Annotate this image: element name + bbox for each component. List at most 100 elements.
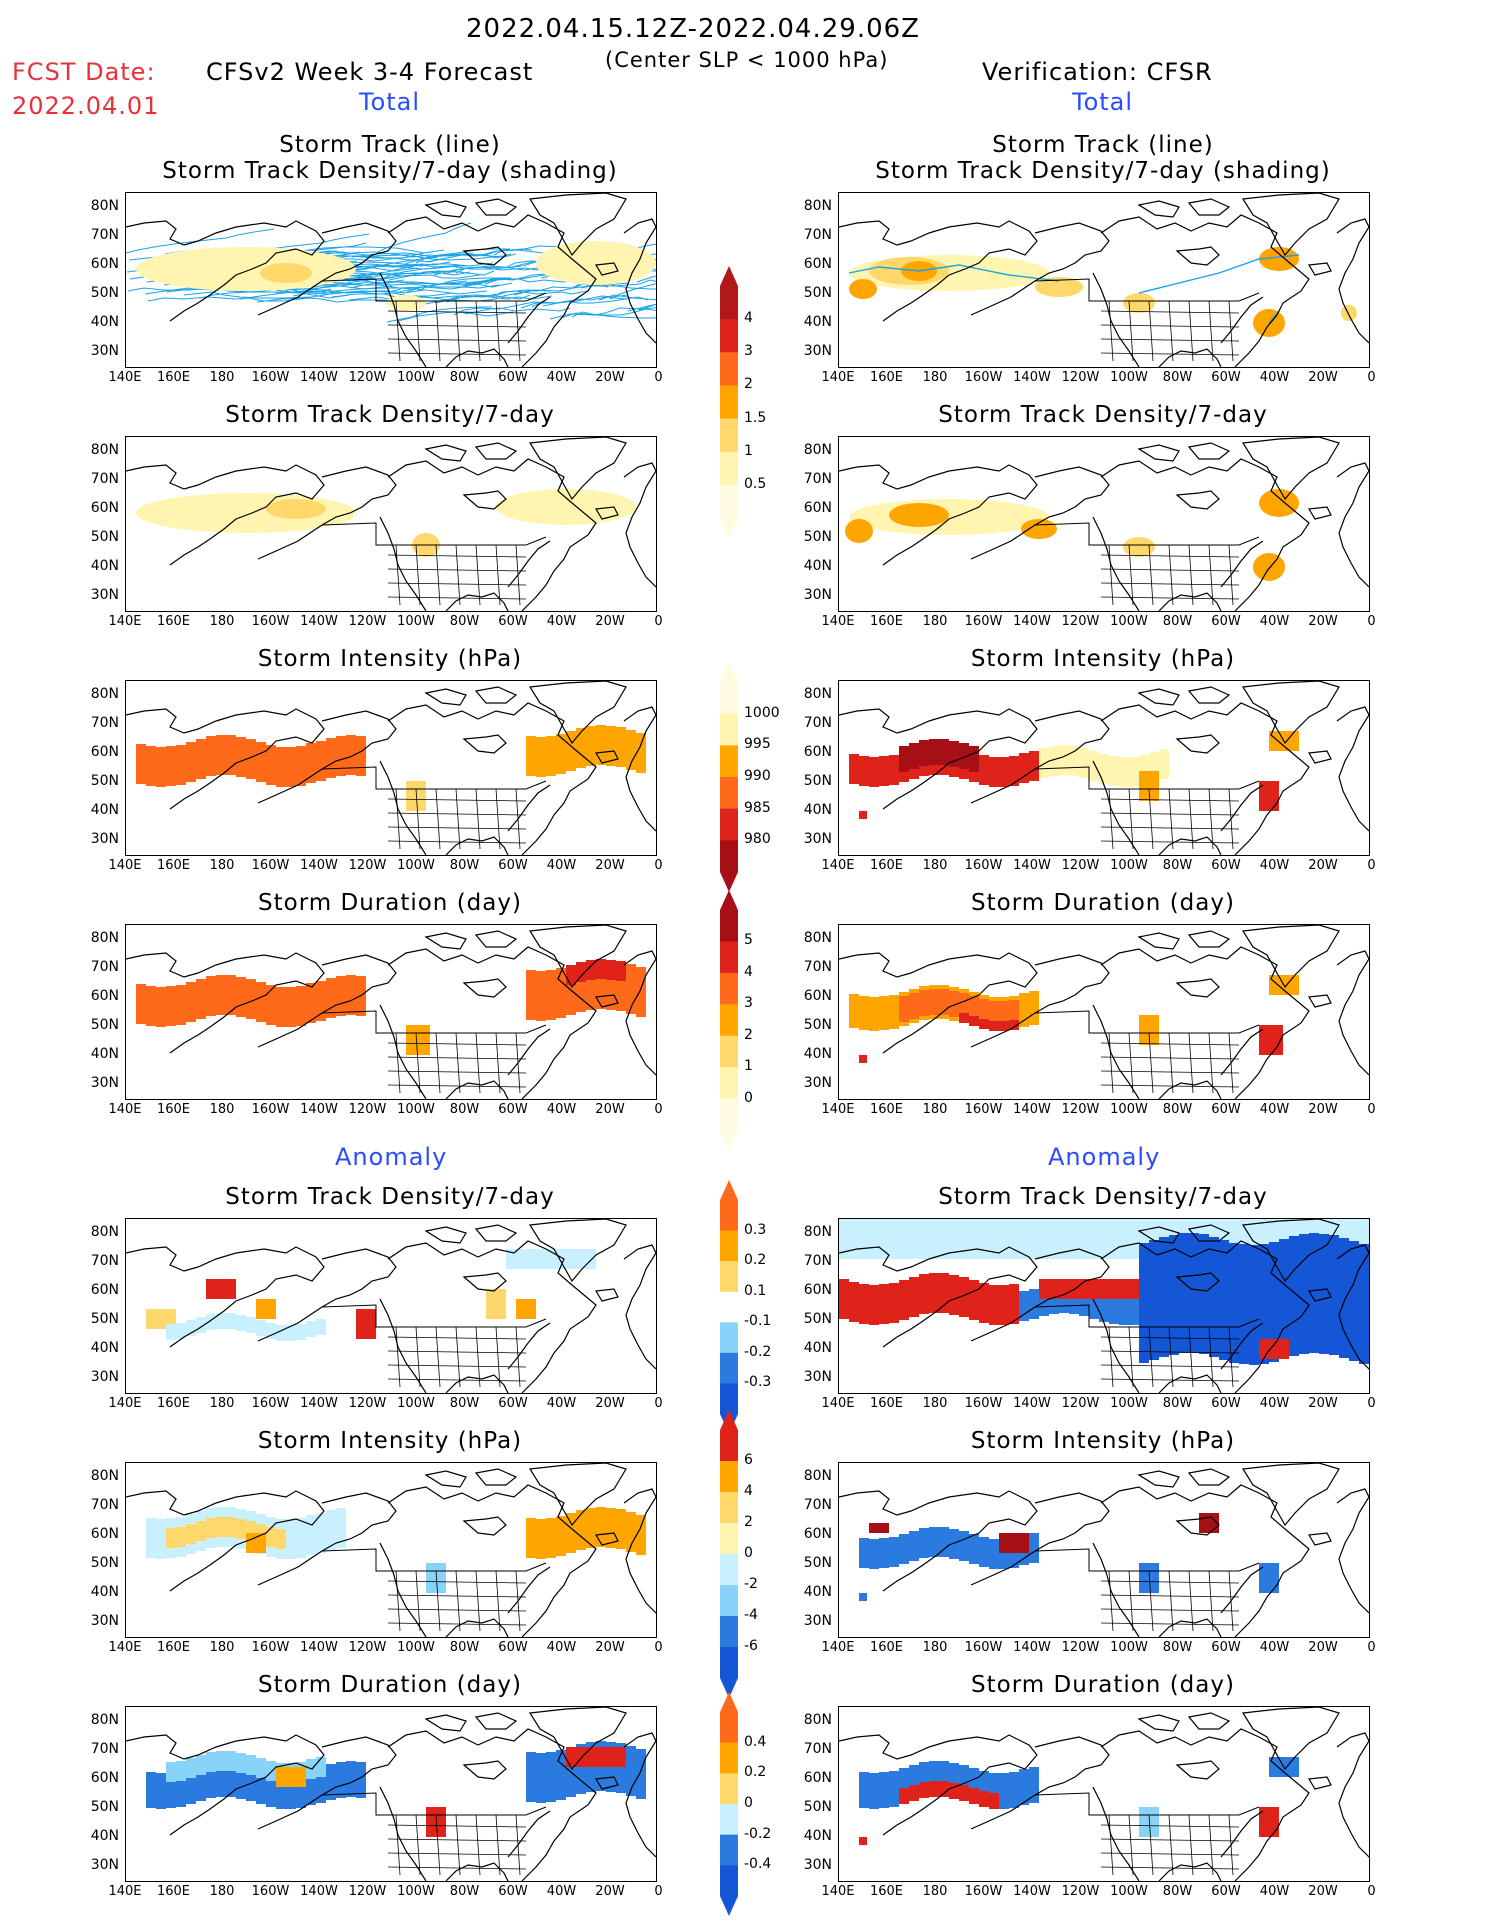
map-panel-density-fcst bbox=[125, 436, 657, 612]
colorbar-duration-anomaly bbox=[720, 1692, 738, 1916]
grid-cell bbox=[196, 979, 206, 1019]
grid-cell bbox=[929, 739, 939, 765]
lat-label: 40N bbox=[803, 1584, 832, 1600]
coastline bbox=[462, 246, 507, 266]
map-panel-aintensity-obs bbox=[838, 1462, 1370, 1638]
lon-label: 20W bbox=[1308, 370, 1338, 385]
lon-label: 40W bbox=[1259, 858, 1290, 873]
lon-label: 80W bbox=[1162, 1884, 1193, 1899]
grid-cell bbox=[1349, 1241, 1359, 1361]
coastline bbox=[623, 1732, 656, 1858]
lon-label: 40W bbox=[546, 1102, 577, 1117]
criteria-label: (Center SLP < 1000 hPa) bbox=[605, 48, 889, 72]
shading-blob bbox=[1123, 293, 1155, 313]
grid-cell bbox=[176, 1761, 186, 1781]
lon-label: 160E bbox=[156, 614, 191, 629]
colorbar-segment bbox=[720, 1035, 738, 1068]
colorbar-label: 0.3 bbox=[744, 1221, 767, 1238]
lon-label: 0 bbox=[1367, 1102, 1376, 1117]
coastline bbox=[595, 1776, 619, 1790]
lon-label: 100W bbox=[397, 1640, 435, 1655]
coastline bbox=[839, 952, 1038, 1054]
grid-cell bbox=[226, 1517, 236, 1537]
lon-label: 60W bbox=[498, 1884, 528, 1899]
grid-cell bbox=[879, 996, 889, 1030]
grid-cell bbox=[929, 1527, 939, 1557]
coastline bbox=[1241, 1219, 1340, 1283]
grid-cell bbox=[606, 960, 616, 980]
coastline bbox=[839, 464, 1038, 566]
coastline bbox=[1100, 458, 1310, 611]
coastline bbox=[970, 954, 1110, 1048]
colorbar-cap bbox=[720, 266, 738, 286]
coastline bbox=[424, 444, 467, 462]
grid-cell bbox=[1199, 1513, 1219, 1533]
lon-label: 160W bbox=[964, 370, 1003, 385]
coastline bbox=[1092, 516, 1140, 611]
coastline bbox=[1241, 193, 1340, 257]
lat-label: 70N bbox=[90, 959, 119, 975]
lon-label: 140W bbox=[1013, 370, 1051, 385]
storm-track-line bbox=[397, 311, 514, 322]
grid-cell bbox=[999, 1285, 1009, 1325]
storm-track-line bbox=[183, 291, 341, 299]
grid-cell bbox=[166, 1762, 176, 1782]
grid-cell bbox=[166, 1324, 176, 1340]
lon-label: 180 bbox=[922, 858, 948, 873]
coastline bbox=[474, 1712, 518, 1730]
map-svg bbox=[839, 925, 1369, 1099]
coastline bbox=[462, 1760, 507, 1780]
grid-cell bbox=[1089, 751, 1099, 781]
lon-label: 120W bbox=[1061, 1884, 1100, 1899]
grid-cell bbox=[226, 1313, 236, 1329]
coastline bbox=[379, 272, 427, 367]
grid-cell bbox=[1149, 752, 1159, 782]
grid-cell bbox=[879, 1538, 889, 1568]
coastline bbox=[474, 1224, 518, 1242]
lon-label: 0 bbox=[654, 370, 663, 385]
coastline bbox=[1092, 1542, 1140, 1637]
grid-cell bbox=[1259, 781, 1279, 811]
grid-cell bbox=[1109, 1294, 1119, 1324]
storm-track-line bbox=[520, 296, 627, 309]
grid-cell bbox=[889, 1283, 899, 1323]
map-panel-duration-fcst bbox=[125, 924, 657, 1100]
lon-label: 120W bbox=[1061, 1640, 1100, 1655]
map-panel-adensity-obs bbox=[838, 1218, 1370, 1394]
grid-cell bbox=[869, 757, 879, 787]
coastline bbox=[595, 1288, 619, 1302]
us-state-lines bbox=[321, 522, 547, 606]
coastline bbox=[1220, 1566, 1264, 1614]
grid-cell bbox=[1199, 1234, 1209, 1354]
panel-title: Storm Duration (day) bbox=[971, 1672, 1235, 1698]
grid-cell bbox=[316, 1319, 326, 1335]
grid-cell bbox=[1029, 751, 1039, 781]
shading-blob bbox=[1341, 305, 1357, 321]
grid-cell bbox=[959, 1013, 969, 1023]
colorbar-label: 1 bbox=[744, 442, 753, 459]
lat-label: 70N bbox=[90, 1497, 119, 1513]
grid-cell bbox=[1309, 1233, 1319, 1353]
grid-cell bbox=[356, 1762, 366, 1798]
coastline bbox=[1137, 1470, 1180, 1488]
colorbar-cap bbox=[720, 1692, 738, 1712]
lon-label: 20W bbox=[595, 1640, 625, 1655]
coastline bbox=[126, 708, 325, 810]
colorbar-intensity-total bbox=[720, 662, 738, 892]
grid-cell bbox=[576, 962, 586, 1012]
colorbar-label: 995 bbox=[744, 736, 771, 753]
colorbar-label: 1.5 bbox=[744, 409, 767, 426]
panel-title: Storm Intensity (hPa) bbox=[970, 646, 1236, 672]
coastline bbox=[126, 1734, 325, 1836]
grid-cell bbox=[146, 986, 156, 1026]
lon-label: 160E bbox=[156, 370, 191, 385]
grid-cell bbox=[536, 1519, 546, 1559]
lat-label: 30N bbox=[803, 1857, 832, 1873]
grid-cell bbox=[156, 987, 166, 1027]
grid-cell bbox=[636, 1749, 646, 1799]
colorbar-segment bbox=[720, 1098, 738, 1131]
lon-label: 60W bbox=[1211, 1396, 1241, 1411]
grid-cell bbox=[236, 1315, 246, 1331]
grid-cell bbox=[246, 739, 256, 779]
lon-label: 120W bbox=[348, 1640, 387, 1655]
